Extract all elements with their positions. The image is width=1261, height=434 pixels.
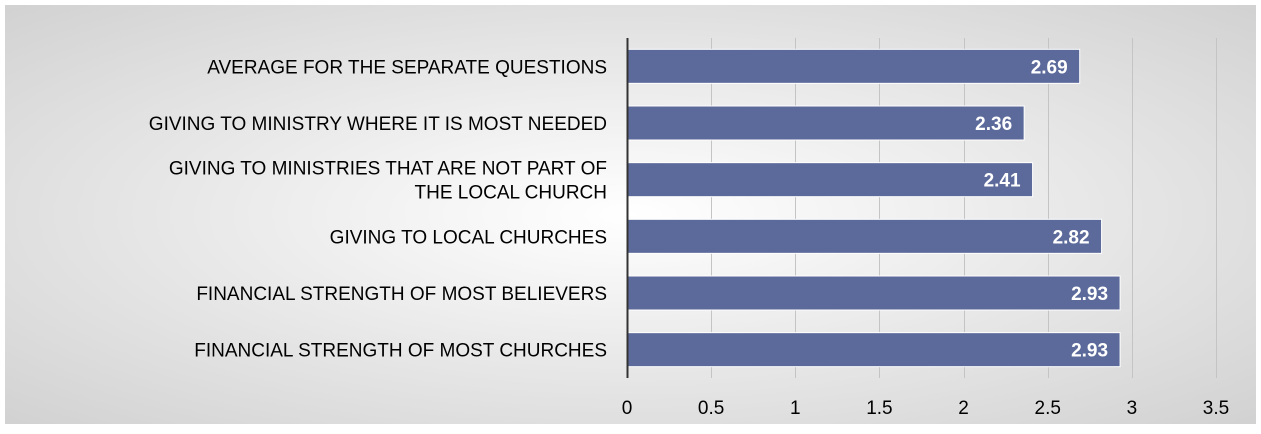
category-label-2-line-0: GIVING TO MINISTRIES THAT ARE NOT PART O… — [169, 159, 607, 180]
x-axis-ticks: 0 0.5 1 1.5 2 2.5 3 3.5 — [622, 398, 1230, 419]
x-tick-label-7: 3.5 — [1203, 398, 1229, 419]
x-tick-label-1: 0.5 — [698, 398, 724, 419]
category-labels: AVERAGE FOR THE SEPARATE QUESTIONS GIVING… — [149, 57, 607, 361]
category-label-0-line-0: AVERAGE FOR THE SEPARATE QUESTIONS — [207, 57, 607, 78]
category-label-5: FINANCIAL STRENGTH OF MOST CHURCHES — [194, 341, 607, 362]
data-label-4: 2.93 — [1071, 284, 1108, 305]
x-tick-label-6: 3 — [1127, 398, 1138, 419]
category-label-2: GIVING TO MINISTRIES THAT ARE NOT PART O… — [169, 159, 607, 204]
category-label-1: GIVING TO MINISTRY WHERE IT IS MOST NEED… — [149, 114, 607, 135]
data-label-0: 2.69 — [1031, 57, 1068, 78]
bar-1 — [626, 105, 1025, 141]
data-label-5: 2.93 — [1071, 341, 1108, 362]
category-label-5-line-0: FINANCIAL STRENGTH OF MOST CHURCHES — [194, 341, 607, 362]
x-tick-label-3: 1.5 — [866, 398, 892, 419]
bar-0 — [626, 48, 1081, 84]
data-label-3: 2.82 — [1053, 227, 1090, 248]
category-label-4-line-0: FINANCIAL STRENGTH OF MOST BELIEVERS — [196, 284, 607, 305]
category-label-0: AVERAGE FOR THE SEPARATE QUESTIONS — [207, 57, 607, 78]
bar-3 — [626, 218, 1103, 254]
category-label-2-line-1: THE LOCAL CHURCH — [415, 183, 608, 204]
bars: 2.69 2.36 2.41 2.82 2.93 2.93 — [626, 48, 1121, 368]
category-label-3-line-0: GIVING TO LOCAL CHURCHES — [330, 227, 607, 248]
category-label-1-line-0: GIVING TO MINISTRY WHERE IT IS MOST NEED… — [149, 114, 607, 135]
x-tick-label-5: 2.5 — [1035, 398, 1061, 419]
category-label-4: FINANCIAL STRENGTH OF MOST BELIEVERS — [196, 284, 607, 305]
category-label-3: GIVING TO LOCAL CHURCHES — [330, 227, 607, 248]
x-tick-label-2: 1 — [790, 398, 801, 419]
data-label-2: 2.41 — [984, 171, 1021, 192]
x-tick-label-0: 0 — [622, 398, 633, 419]
bar-4 — [626, 275, 1121, 311]
bar-5 — [626, 332, 1121, 368]
x-tick-label-4: 2 — [958, 398, 969, 419]
gridlines — [711, 38, 1217, 378]
bar-2 — [626, 162, 1034, 198]
data-label-1: 2.36 — [975, 114, 1012, 135]
